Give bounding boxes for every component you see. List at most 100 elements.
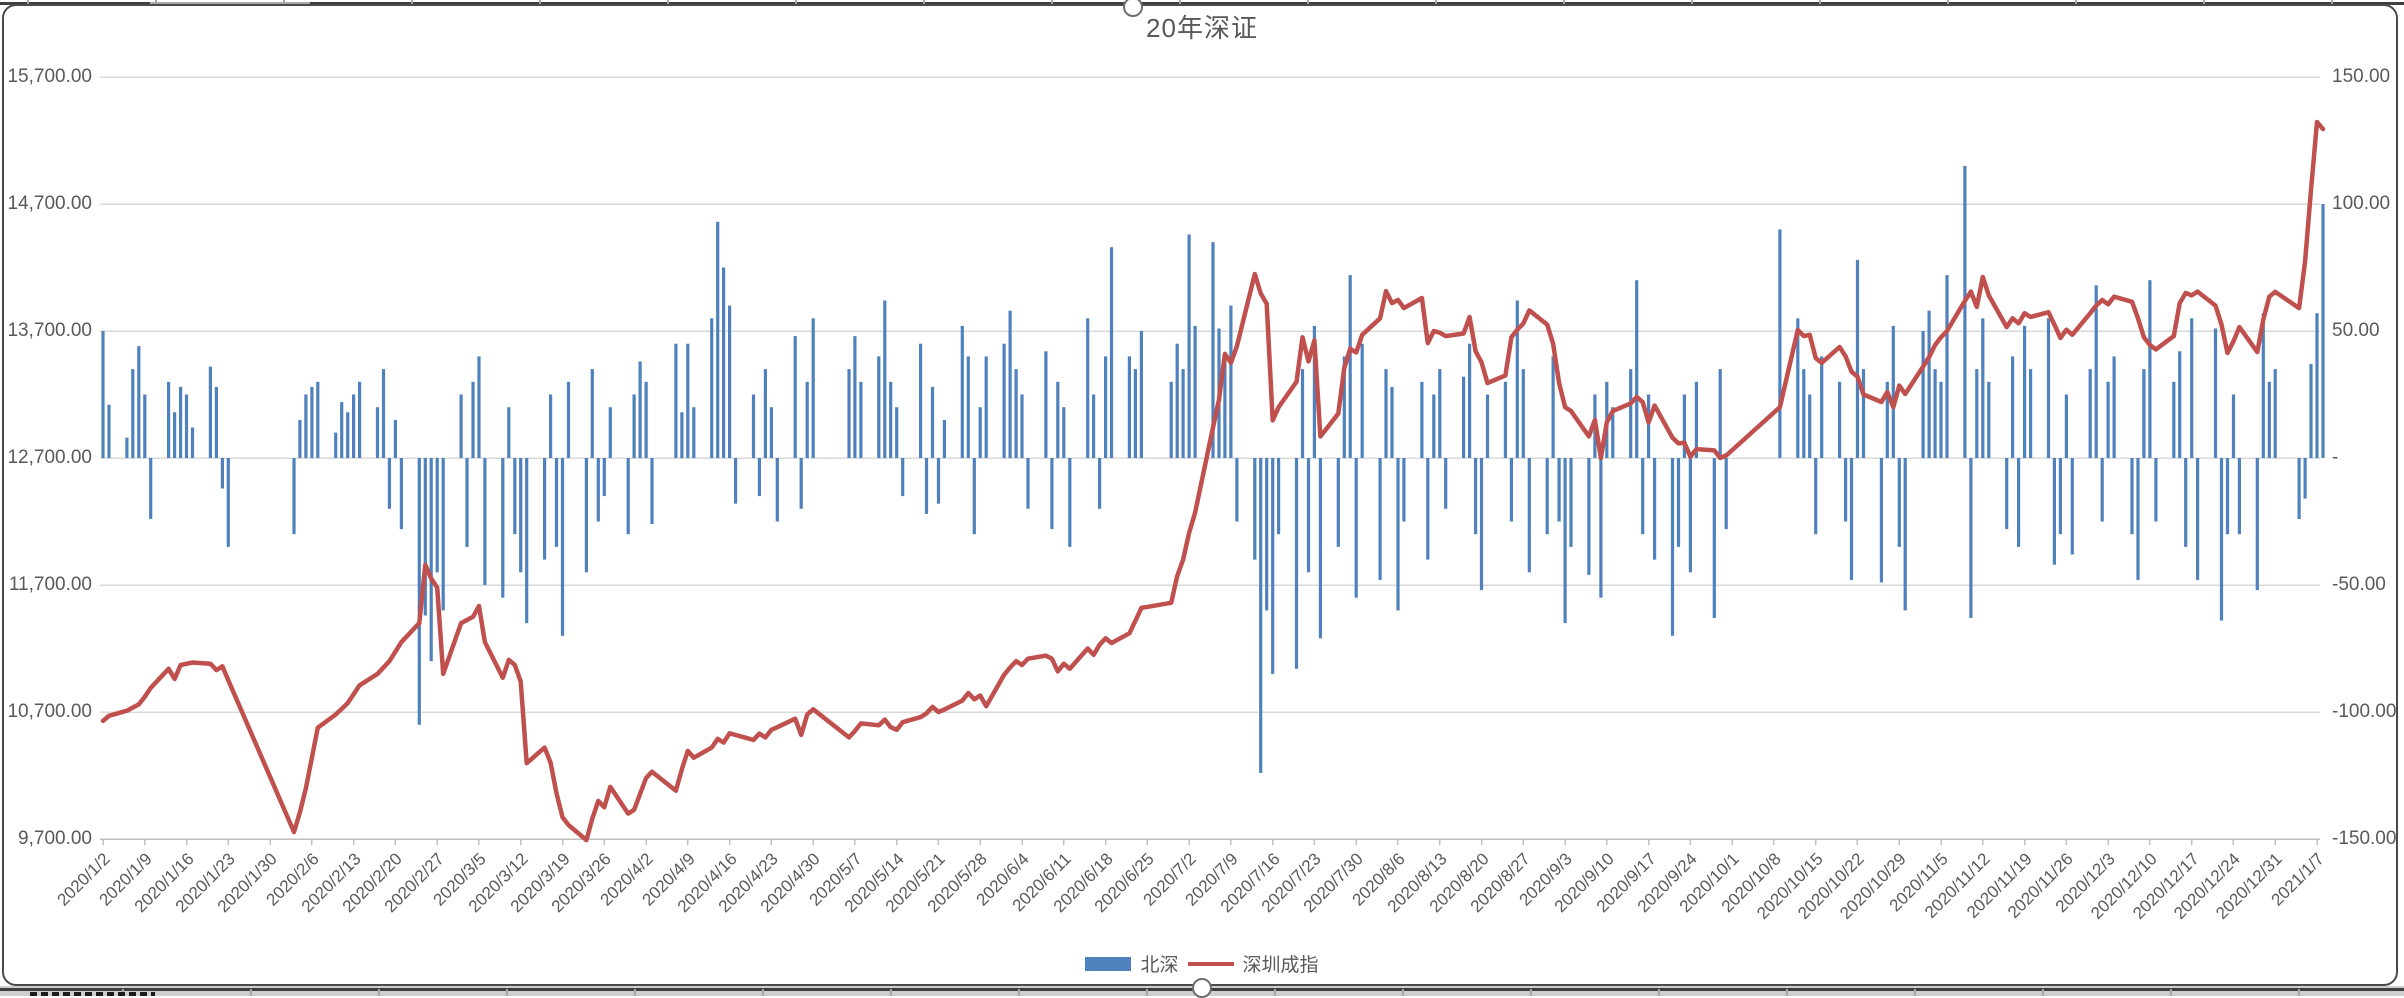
bar [2046,318,2051,458]
bar [1509,458,1513,522]
bar [1187,234,1191,458]
bar [895,407,899,458]
left-axis-tick-label: 13,700.00 [7,320,92,341]
bar [1265,458,1269,611]
bar [1402,458,1406,522]
bar [375,407,380,458]
bar [757,458,761,497]
bar [1062,407,1066,458]
bar [125,437,129,458]
bar [2225,458,2230,535]
bar [1551,356,1555,458]
bar [1223,356,1227,458]
bar [1861,369,1866,458]
worksheet-row-gridline [0,2,2404,5]
bar [435,458,439,573]
bar [1945,275,1949,458]
bar [769,407,773,458]
bar [423,458,427,616]
worksheet-column-gridline [1018,989,1020,996]
chart-title[interactable]: 20年深证 [1146,13,1258,43]
legend-item-bar-series[interactable]: 北深 [1085,950,1179,977]
bar [149,458,153,519]
bar [805,381,809,458]
bar [632,394,636,458]
bar [2261,313,2265,458]
bar [101,331,105,458]
bar [1020,394,1024,458]
left-axis-tick-label: 14,700.00 [7,193,92,214]
bar [1306,458,1311,573]
bar [710,318,714,458]
bar [2303,458,2307,499]
bar [1712,458,1716,618]
bar [393,419,397,458]
legend-item-line-series[interactable]: 深圳成指 [1187,950,1319,977]
bar [751,394,756,458]
bar [1396,458,1400,611]
bar [960,325,964,458]
bar [1133,369,1137,458]
bar [179,386,183,458]
bar [1139,331,1143,458]
bar [1969,458,1973,618]
bar [1939,381,1943,458]
bar [859,381,863,458]
bar [1802,369,1806,458]
bar [1259,458,1263,773]
worksheet-column-gridline [378,989,380,996]
bar [1897,458,1901,547]
bar [2172,381,2176,458]
bar [167,381,171,458]
bar-series-swatch [1085,956,1132,971]
bar [877,356,881,458]
bar [2130,458,2134,535]
bar [596,458,600,522]
bar [2309,364,2313,458]
bar [1629,369,1633,458]
bar [811,318,815,458]
selection-handle-bottom[interactable] [1192,978,1212,998]
line-series-深圳成指 [100,119,2326,843]
bar [584,458,588,573]
worksheet-column-gridline [634,989,636,996]
bar [2219,458,2224,621]
bar [1975,369,1979,458]
bar [173,412,177,458]
bar [292,458,296,535]
worksheet-column-gridline [1530,989,1532,996]
bar [1569,458,1573,547]
bar [638,361,642,458]
bar [1378,458,1382,580]
bar [1927,310,1931,458]
bar [2100,458,2104,522]
bar [590,369,594,458]
bar [340,402,344,458]
bar [2255,458,2259,591]
bar [1641,458,1645,535]
bar [143,394,147,458]
bar [334,432,338,458]
worksheet-row-gridline-light [150,2,310,5]
bar [2052,458,2056,565]
bar [1044,351,1048,458]
bar [2106,381,2110,458]
bar [686,343,690,458]
bar [984,356,988,458]
bar [1193,325,1197,458]
bar [1545,458,1549,535]
bar [1921,331,1925,458]
bar [1503,381,1507,458]
bar [1336,458,1340,547]
bar [2029,369,2033,458]
bar [1253,458,1257,560]
bar [2231,394,2236,458]
selection-handle-top[interactable] [1123,0,1143,17]
worksheet-column-gridline [250,989,252,996]
right-axis-tick-label: 50.00 [2332,320,2380,341]
bar [1342,356,1346,458]
bar [1885,381,1889,458]
bar [1390,386,1394,458]
